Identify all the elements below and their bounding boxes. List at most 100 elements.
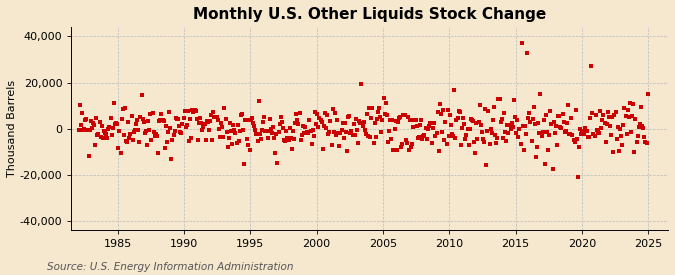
Point — [270, 151, 281, 156]
Point — [194, 116, 205, 120]
Point — [386, 137, 397, 141]
Point — [178, 116, 189, 120]
Point — [109, 122, 120, 126]
Point — [217, 125, 227, 129]
Point — [353, 141, 364, 146]
Point — [482, 129, 493, 133]
Point — [327, 107, 338, 111]
Point — [516, 41, 527, 46]
Point — [209, 115, 220, 119]
Point — [610, 110, 621, 114]
Point — [548, 120, 559, 124]
Point — [463, 143, 474, 147]
Point — [593, 131, 604, 135]
Point — [265, 127, 276, 131]
Point — [399, 113, 410, 117]
Point — [475, 123, 486, 128]
Point — [303, 131, 314, 136]
Point — [159, 146, 170, 150]
Point — [375, 114, 385, 119]
Point — [116, 116, 127, 121]
Point — [92, 133, 103, 138]
Point — [300, 125, 310, 129]
Point — [329, 111, 340, 116]
Point — [362, 112, 373, 117]
Point — [165, 126, 176, 130]
Point — [364, 106, 375, 111]
Point — [85, 119, 96, 123]
Point — [566, 116, 576, 120]
Point — [148, 130, 159, 134]
Point — [588, 132, 599, 136]
Point — [389, 127, 400, 131]
Point — [541, 130, 552, 134]
Point — [306, 141, 317, 146]
Point — [624, 114, 634, 119]
Point — [395, 115, 406, 120]
Point — [153, 150, 163, 155]
Point — [437, 130, 448, 134]
Point — [589, 133, 600, 138]
Point — [450, 136, 461, 141]
Point — [190, 109, 201, 113]
Point — [621, 131, 632, 136]
Point — [243, 118, 254, 122]
Point — [169, 129, 180, 133]
Point — [378, 96, 389, 100]
Point — [239, 162, 250, 166]
Point — [626, 130, 637, 134]
Point — [128, 138, 138, 142]
Point — [107, 126, 118, 130]
Point — [180, 108, 190, 113]
Point — [404, 148, 414, 153]
Point — [551, 142, 562, 147]
Point — [144, 128, 155, 132]
Point — [281, 129, 292, 133]
Point — [565, 132, 576, 136]
Point — [494, 97, 505, 101]
Point — [641, 141, 652, 145]
Point — [608, 150, 619, 154]
Point — [478, 137, 489, 142]
Point — [549, 131, 560, 135]
Point — [122, 140, 132, 144]
Point — [119, 106, 130, 111]
Point — [104, 125, 115, 129]
Point — [560, 130, 570, 134]
Point — [426, 121, 437, 125]
Point — [83, 153, 94, 158]
Point — [603, 115, 614, 120]
Point — [368, 141, 379, 145]
Point — [215, 135, 225, 139]
Point — [612, 137, 622, 142]
Point — [164, 110, 175, 115]
Point — [78, 128, 88, 133]
Point — [205, 119, 215, 123]
Point — [315, 117, 326, 122]
Point — [365, 135, 376, 139]
Point — [138, 120, 149, 124]
Point — [350, 133, 360, 138]
Point — [583, 135, 593, 139]
Point — [433, 149, 444, 153]
Point — [360, 132, 371, 136]
Point — [444, 113, 455, 118]
Point — [575, 127, 586, 132]
Point — [220, 117, 231, 121]
Point — [489, 104, 500, 109]
Point — [228, 123, 239, 128]
Point — [254, 131, 265, 136]
Point — [180, 125, 191, 130]
Point — [492, 136, 503, 140]
Point — [317, 120, 327, 124]
Point — [146, 138, 157, 143]
Point — [241, 137, 252, 141]
Point — [154, 119, 165, 123]
Point — [591, 128, 602, 133]
Point — [435, 101, 446, 106]
Point — [394, 116, 404, 120]
Point — [605, 123, 616, 128]
Point — [271, 132, 281, 136]
Point — [541, 113, 551, 117]
Point — [274, 122, 285, 126]
